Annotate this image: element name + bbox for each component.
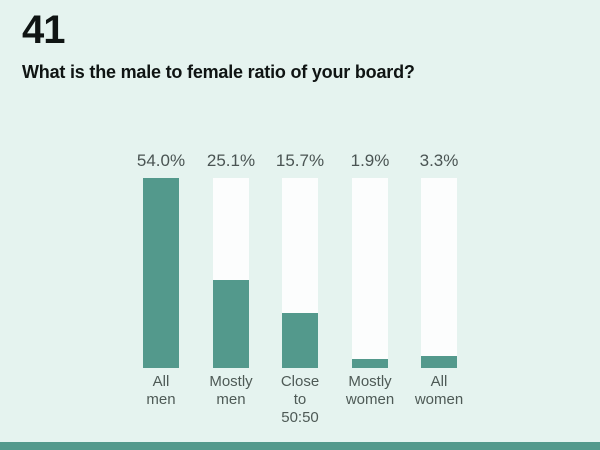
- bar-fill: [421, 356, 457, 368]
- question-title: What is the male to female ratio of your…: [22, 62, 415, 82]
- bar-value-label: 1.9%: [350, 151, 390, 170]
- bar-value-label: 15.7%: [275, 151, 325, 170]
- bar-value-label: 25.1%: [206, 151, 256, 170]
- slide-number: 41: [22, 8, 65, 52]
- bar-column: 15.7% Close to 50:50: [276, 151, 324, 426]
- bar-value-label: 54.0%: [136, 151, 186, 170]
- bar-category-label: Mostly women: [345, 373, 395, 408]
- bar-column: 3.3% All women: [415, 151, 463, 408]
- bar-category-label: Close to 50:50: [280, 373, 320, 426]
- bar-fill: [282, 313, 318, 368]
- bar-fill: [143, 178, 179, 368]
- bar-category-label: All women: [414, 373, 464, 408]
- bar-column: 25.1% Mostly men: [207, 151, 255, 408]
- bar-value-label: 3.3%: [419, 151, 459, 170]
- bar-column: 54.0% All men: [137, 151, 185, 408]
- bar-category-label: Mostly men: [209, 373, 253, 408]
- bar-fill: [213, 280, 249, 368]
- bar-category-label: All men: [146, 373, 176, 408]
- footer-accent-bar: [0, 442, 600, 450]
- bar-column: 1.9% Mostly women: [346, 151, 394, 408]
- bar-fill: [352, 359, 388, 368]
